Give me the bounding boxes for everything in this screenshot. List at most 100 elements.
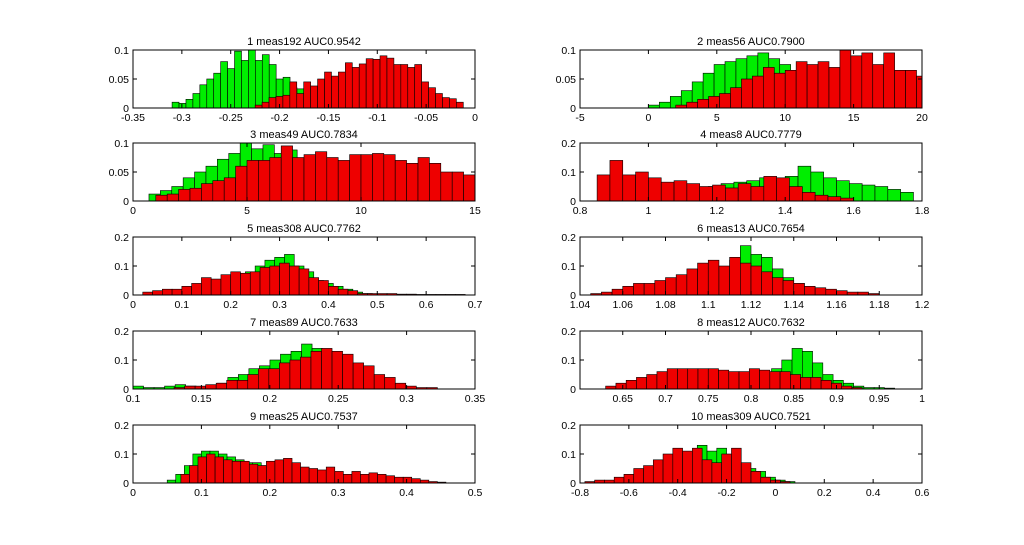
histogram-bar — [666, 368, 678, 390]
histogram-bar — [449, 98, 457, 109]
series-2 — [596, 160, 854, 202]
x-tick-label: 15 — [848, 112, 860, 124]
histogram-bar — [596, 174, 611, 202]
histogram-bar — [351, 67, 360, 109]
subplot-10: 10 meas309 AUC0.7521 -0.8 -0.6 -0.4 -0.2 0 0.2… — [561, 411, 929, 499]
y-tick-label: 0 — [123, 384, 129, 396]
histogram-bar — [171, 288, 183, 296]
x-tick-label: 0 — [130, 487, 136, 499]
histogram-bar — [451, 171, 464, 202]
histogram-bar — [730, 87, 742, 109]
histogram-bar — [345, 62, 353, 109]
histogram-bar — [622, 174, 636, 202]
histogram-bar — [385, 475, 395, 484]
series-2 — [675, 49, 923, 109]
x-tick-label: 1.06 — [613, 299, 634, 311]
histogram-bar — [394, 382, 407, 390]
x-tick-label: 0.3 — [331, 487, 346, 499]
histogram-bar — [861, 52, 874, 109]
x-tick-label: -0.25 — [219, 112, 243, 124]
histogram-bar — [318, 280, 329, 296]
subplot-9: 9 meas25 AUC0.7537 0 0.1 0.2 0.3 0.4 0.5 0 0.1 0.… — [114, 411, 482, 499]
histogram-bar — [360, 473, 370, 484]
histogram-bar — [283, 458, 293, 484]
histogram-bar — [442, 97, 450, 109]
x-tick-label: 0.1 — [194, 487, 209, 499]
histogram-bar — [789, 186, 803, 202]
histogram-bar — [677, 368, 689, 390]
histogram-bar — [155, 194, 168, 202]
histogram-bar — [665, 277, 677, 296]
histogram-bar — [226, 379, 238, 390]
x-tick-label: 0.25 — [328, 393, 349, 405]
histogram-bar — [718, 369, 730, 390]
histogram-bar — [654, 280, 666, 296]
histogram-bar — [236, 379, 249, 390]
histogram-bar — [883, 52, 895, 109]
histogram-bar — [406, 163, 419, 202]
histogram-bar — [692, 447, 703, 484]
histogram-bar — [633, 468, 644, 484]
histogram-bar — [220, 274, 232, 296]
histogram-bar — [622, 285, 634, 296]
y-tick-label: 0.2 — [561, 138, 576, 150]
histogram-bar — [192, 93, 201, 109]
y-tick-label: 0.1 — [561, 449, 576, 461]
x-tick-label: 1.04 — [570, 299, 591, 311]
histogram-bar — [201, 183, 214, 202]
histogram-bar — [731, 447, 742, 484]
histogram-bar — [772, 277, 784, 296]
histogram-bar — [274, 459, 284, 484]
y-tick-label: 0.05 — [556, 74, 577, 86]
histogram-bar — [189, 465, 199, 484]
histogram-bar — [246, 160, 259, 202]
histogram-bar — [769, 371, 781, 390]
histogram-bar — [394, 476, 404, 484]
histogram-bar — [773, 72, 786, 109]
histogram-bar — [269, 157, 282, 202]
y-tick-label: 0.1 — [561, 261, 576, 273]
histogram-bar — [872, 64, 884, 109]
histogram-bar — [712, 184, 726, 202]
histogram-bar — [820, 379, 832, 390]
y-tick-label: 0 — [123, 478, 129, 490]
y-tick-label: 0.1 — [114, 45, 129, 57]
subplot-grid: 1 meas192 AUC0.9542-0.35 -0.3 -0.25 -0.2 -0.… — [109, 36, 930, 499]
histogram-bar — [782, 280, 795, 296]
x-tick-label: 0 — [773, 487, 779, 499]
histogram-bar — [729, 256, 741, 296]
x-tick-label: 0.6 — [915, 487, 930, 499]
x-tick-label: 0.9 — [829, 393, 844, 405]
histogram-bar — [342, 353, 354, 390]
histogram-bar — [282, 94, 291, 109]
histogram-bar — [334, 471, 344, 484]
histogram-bar — [180, 473, 190, 484]
histogram-bar — [240, 460, 250, 484]
histogram-bar — [372, 58, 381, 109]
histogram-bar — [407, 67, 416, 109]
y-tick-label: 0.2 — [114, 232, 129, 244]
histogram-bar — [421, 81, 429, 109]
x-tick-label: 0.6 — [419, 299, 434, 311]
histogram-bar — [326, 157, 339, 202]
histogram-bar — [836, 290, 848, 296]
histogram-bar — [298, 268, 310, 296]
histogram-bar — [373, 374, 386, 390]
x-tick-label: 0 — [645, 112, 651, 124]
histogram-bar — [779, 371, 791, 390]
histogram-bar — [227, 68, 235, 109]
x-tick-label: 10 — [779, 112, 791, 124]
subplot-title: 1 meas192 AUC0.9542 — [247, 36, 361, 48]
histogram-bar — [317, 78, 325, 109]
histogram-bar — [806, 64, 819, 109]
subplot-4: 4 meas8 AUC0.7779 0.8 1 1.2 1.4 1.6 1.8 0 0.1 0.2 — [561, 129, 929, 217]
histogram-bar — [648, 177, 662, 202]
histogram-bar — [257, 465, 267, 484]
histogram-bar — [697, 262, 709, 296]
histogram-bar — [750, 471, 762, 484]
subplot-5: 5 meas308 AUC0.7762 0 0.1 0.2 0.3 0.4 0.5 0.6 0.… — [114, 223, 482, 311]
histogram-bar — [463, 174, 476, 202]
histogram-bar — [372, 153, 385, 202]
histogram-bar — [725, 187, 739, 202]
histogram-bar — [199, 84, 208, 109]
